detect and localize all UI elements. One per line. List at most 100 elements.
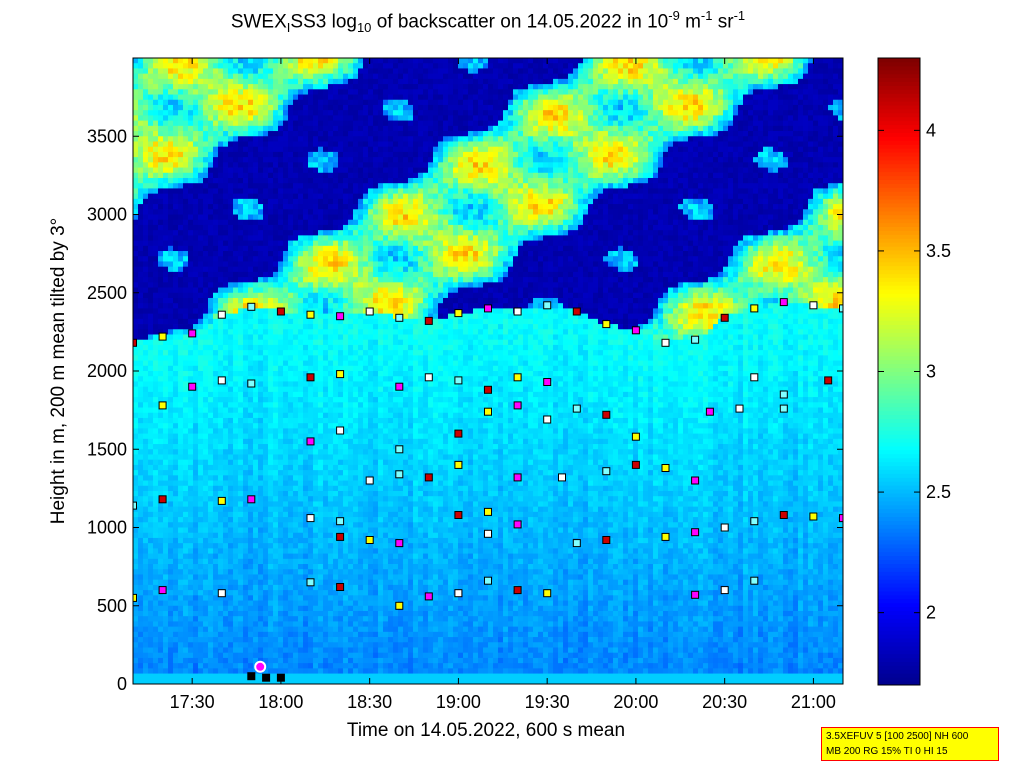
cloud-base-marker bbox=[336, 532, 345, 541]
title-sup-exp: -9 bbox=[668, 8, 680, 23]
cloud-base-marker bbox=[158, 401, 167, 410]
cloud-base-marker bbox=[306, 437, 315, 446]
cloud-base-marker bbox=[661, 532, 670, 541]
cloud-layer-6 bbox=[336, 528, 700, 548]
backscatter-heatmap bbox=[133, 58, 843, 684]
cloud-base-marker bbox=[158, 495, 167, 504]
cloud-base-marker bbox=[720, 313, 729, 322]
ground-marker bbox=[254, 660, 267, 673]
cloud-base-marker bbox=[809, 301, 818, 310]
y-tick-label: 2500 bbox=[87, 283, 127, 303]
cloud-base-marker bbox=[558, 473, 566, 482]
cloud-layer-1 bbox=[133, 298, 843, 347]
colorbar-tick-label: 3 bbox=[926, 362, 936, 382]
cloud-base-marker bbox=[262, 673, 271, 682]
cloud-base-marker bbox=[750, 517, 759, 526]
cloud-base-marker bbox=[454, 429, 463, 438]
cloud-base-marker bbox=[543, 301, 552, 310]
cloud-base-marker bbox=[395, 382, 404, 391]
cloud-base-marker bbox=[133, 501, 137, 510]
cloud-layer-2 bbox=[158, 370, 833, 410]
title-prefix: SWEX bbox=[230, 11, 287, 33]
x-tick-label: 20:30 bbox=[702, 692, 747, 712]
cloud-base-marker bbox=[691, 335, 700, 344]
cloud-base-marker bbox=[691, 476, 700, 485]
x-tick-label: 20:00 bbox=[613, 692, 658, 712]
x-axis-label: Time on 14.05.2022, 600 s mean bbox=[347, 720, 625, 741]
cloud-base-marker bbox=[336, 583, 345, 591]
chart-title: SWEXISS3 log10 of backscatter on 14.05.2… bbox=[133, 8, 843, 35]
cloud-base-marker bbox=[750, 304, 759, 313]
cloud-base-marker bbox=[454, 460, 463, 469]
colorbar-tick-label: 2.5 bbox=[926, 482, 951, 502]
cloud-base-marker bbox=[188, 329, 197, 338]
cloud-base-marker bbox=[133, 593, 137, 602]
y-axis: 0 500 1000 1500 2000 2500 3000 3500 bbox=[87, 126, 843, 694]
cloud-base-marker bbox=[365, 476, 374, 485]
cloud-base-marker bbox=[779, 390, 788, 399]
x-tick-label: 18:30 bbox=[347, 692, 392, 712]
colorbar: 2 2.5 3 3.5 4 bbox=[877, 57, 951, 686]
cloud-base-marker bbox=[691, 528, 700, 537]
title-sup-m: -1 bbox=[700, 8, 713, 23]
cloud-base-marker bbox=[779, 404, 788, 413]
colorbar-tick-label: 3.5 bbox=[926, 241, 951, 261]
title-sub-10: 10 bbox=[356, 20, 372, 36]
cloud-base-marker bbox=[543, 378, 552, 386]
y-tick-label: 1500 bbox=[87, 439, 127, 459]
cloud-base-marker bbox=[276, 307, 285, 316]
cloud-base-marker bbox=[454, 376, 463, 385]
cloud-layer-7 bbox=[133, 576, 759, 610]
cloud-base-marker bbox=[133, 338, 137, 347]
y-tick-label: 1000 bbox=[87, 518, 127, 538]
cloud-base-marker bbox=[247, 495, 256, 504]
cloud-base-marker bbox=[602, 410, 611, 419]
cloud-base-marker bbox=[424, 373, 433, 382]
cloud-base-marker bbox=[424, 316, 433, 325]
cloud-base-marker bbox=[543, 415, 552, 424]
cloud-layer-3 bbox=[306, 401, 788, 454]
cloud-base-marker bbox=[217, 310, 226, 319]
cloud-layer-8 bbox=[247, 672, 285, 682]
cloud-base-marker bbox=[602, 320, 611, 329]
cloud-base-marker bbox=[720, 523, 729, 532]
cloud-base-marker bbox=[217, 496, 226, 505]
title-unit-sr: sr bbox=[712, 11, 734, 33]
cloud-layer-5 bbox=[133, 495, 843, 532]
y-tick-label: 2000 bbox=[87, 361, 127, 381]
title-mid: SS3 log bbox=[290, 11, 357, 33]
cloud-base-marker bbox=[484, 529, 492, 538]
cloud-base-marker bbox=[158, 586, 167, 595]
cloud-base-marker bbox=[306, 373, 315, 382]
cloud-base-marker bbox=[484, 576, 492, 585]
cloud-base-marker bbox=[395, 445, 404, 454]
cloud-base-marker bbox=[602, 536, 611, 544]
cloud-base-marker bbox=[661, 338, 670, 347]
cloud-base-marker bbox=[336, 426, 345, 435]
cloud-base-marker bbox=[158, 332, 167, 341]
cloud-base-marker bbox=[336, 517, 345, 526]
cloud-base-marker bbox=[395, 539, 404, 548]
x-axis: 17:30 18:00 18:30 19:00 19:30 20:00 20:30 21:00 bbox=[170, 58, 836, 712]
y-tick-label: 3000 bbox=[87, 205, 127, 225]
cloud-base-marker bbox=[336, 312, 345, 321]
cloud-base-marker bbox=[454, 309, 463, 318]
cloud-base-marker bbox=[691, 590, 700, 599]
cloud-base-marker bbox=[484, 304, 492, 313]
cloud-base-marker bbox=[750, 576, 759, 585]
cloud-base-marker bbox=[735, 404, 744, 413]
x-tick-label: 19:00 bbox=[436, 692, 481, 712]
cloud-base-marker bbox=[513, 373, 522, 382]
cloud-base-marker bbox=[661, 464, 670, 472]
y-tick-label: 500 bbox=[97, 596, 127, 616]
cloud-base-marker bbox=[705, 407, 714, 416]
heatmap-plot-area bbox=[133, 58, 843, 684]
cloud-base-marker bbox=[602, 467, 611, 476]
cloud-base-marker bbox=[513, 586, 522, 595]
cloud-base-marker bbox=[513, 520, 522, 529]
cloud-base-marker bbox=[779, 298, 788, 307]
cloud-base-marker bbox=[306, 310, 315, 319]
cloud-base-marker bbox=[839, 514, 843, 523]
title-rest: of backscatter on 14.05.2022 in 10 bbox=[371, 11, 669, 33]
